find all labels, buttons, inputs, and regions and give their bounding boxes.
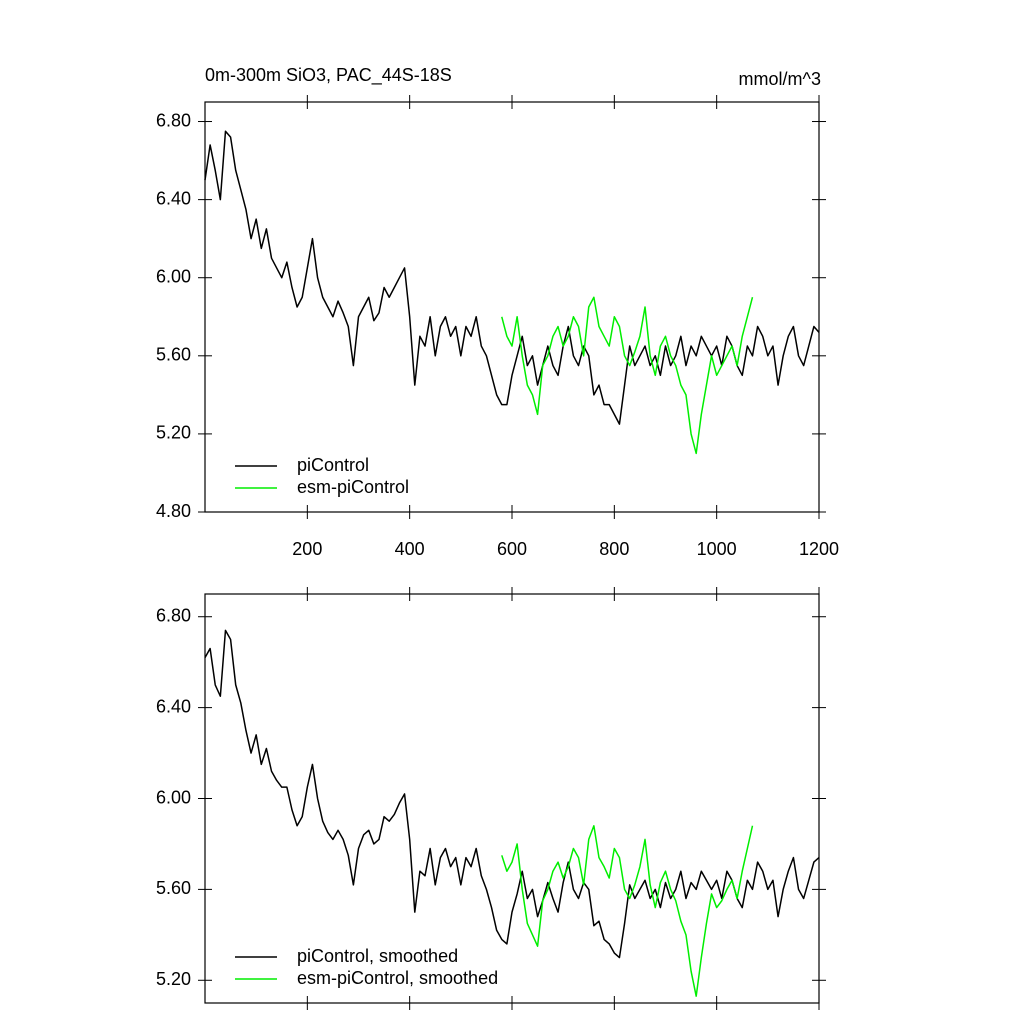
- series-line: [204, 130, 820, 425]
- y-tick-label: 4.80: [156, 501, 191, 521]
- y-tick-label: 6.00: [156, 266, 191, 286]
- y-tick-label: 6.80: [156, 110, 191, 130]
- x-tick-label: 1200: [799, 539, 839, 559]
- series-line: [501, 296, 754, 455]
- y-tick-label: 6.80: [156, 605, 191, 625]
- legend-label: piControl, smoothed: [297, 946, 458, 966]
- legend-label: esm-piControl: [297, 477, 409, 497]
- legend-label: piControl: [297, 455, 369, 475]
- y-tick-label: 5.20: [156, 969, 191, 989]
- y-tick-label: 6.00: [156, 787, 191, 807]
- x-tick-label: 400: [395, 539, 425, 559]
- units-label: mmol/m^3: [739, 69, 821, 89]
- x-tick-label: 200: [292, 539, 322, 559]
- x-tick-label: 800: [599, 539, 629, 559]
- y-tick-label: 5.60: [156, 878, 191, 898]
- x-tick-label: 1000: [697, 539, 737, 559]
- y-tick-label: 5.20: [156, 423, 191, 443]
- legend-label: esm-piControl, smoothed: [297, 968, 498, 988]
- plot-frame: [204, 593, 820, 1004]
- series-line: [204, 629, 820, 959]
- x-tick-label: 600: [497, 539, 527, 559]
- series-line: [501, 825, 754, 997]
- chart-title: 0m-300m SiO3, PAC_44S-18S: [205, 65, 452, 86]
- y-tick-label: 6.40: [156, 696, 191, 716]
- y-tick-label: 5.60: [156, 345, 191, 365]
- y-tick-label: 6.40: [156, 188, 191, 208]
